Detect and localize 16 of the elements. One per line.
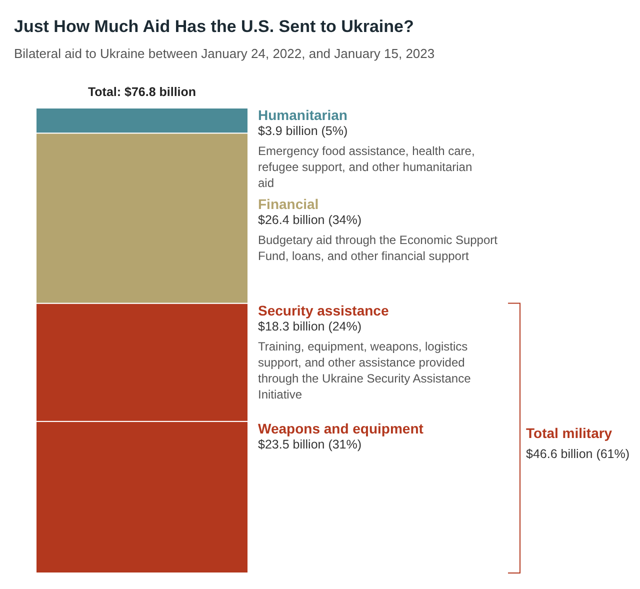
chart-title: Just How Much Aid Has the U.S. Sent to Ukraine? [14, 17, 414, 36]
text: $23.5 billion (31%) [258, 437, 362, 452]
text: Total: $76.8 billion [88, 85, 196, 99]
text: $46.6 billion (61%) [526, 447, 630, 462]
text: $3.9 billion (5%) [258, 124, 348, 138]
series-label: Security assistance [258, 302, 389, 318]
text: Total military [526, 425, 612, 442]
text: Emergency food assistance, health care, refugee support, and other humanitarian aid [258, 144, 475, 190]
text: Budgetary aid through the Economic Support Fund, loans, and other financial support [258, 233, 498, 263]
series-label: Financial [258, 196, 319, 212]
chart-subtitle: Bilateral aid to Ukraine between January 24, 2022, and January 15, 2023 [14, 46, 435, 61]
text: $26.4 billion (34%) [258, 213, 362, 227]
series-label: Humanitarian [258, 107, 348, 123]
text: $18.3 billion (24%) [258, 319, 362, 334]
series-label: Weapons and equipment [258, 420, 424, 436]
text: Training, equipment, weapons, logistics support, and other assistance provided through the Ukraine Security Assistance Initiative [258, 339, 472, 402]
